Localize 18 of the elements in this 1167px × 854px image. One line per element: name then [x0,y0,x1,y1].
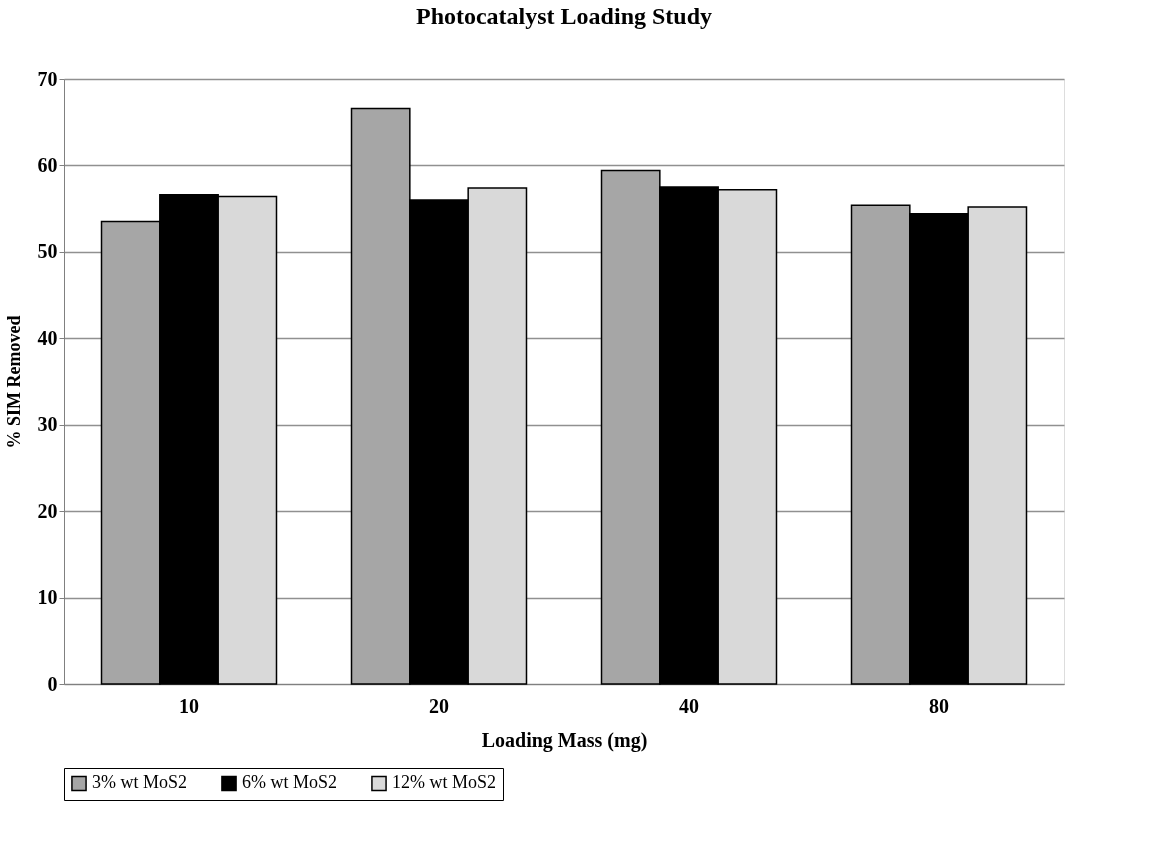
y-axis-title: % SIM Removed [3,315,24,449]
chart-title: Photocatalyst Loading Study [415,3,713,29]
x-tick-label: 80 [929,694,949,717]
x-tick-label: 20 [429,694,449,717]
y-tick-label: 10 [37,586,58,609]
y-tick-label: 50 [37,240,58,263]
x-tick-label: 10 [179,694,199,717]
y-tick-label: 0 [47,672,58,695]
x-tick-label: 40 [679,694,699,717]
legend-label: 12% wt MoS2 [392,772,497,793]
y-tick-label: 40 [37,326,58,349]
y-tick-label: 70 [37,67,58,90]
y-tick-label: 60 [37,153,58,176]
legend-label: 6% wt MoS2 [242,772,338,793]
x-axis-title: Loading Mass (mg) [481,728,648,752]
y-tick-label: 20 [37,499,58,522]
legend-label: 3% wt MoS2 [92,772,188,793]
y-tick-label: 30 [37,413,58,436]
